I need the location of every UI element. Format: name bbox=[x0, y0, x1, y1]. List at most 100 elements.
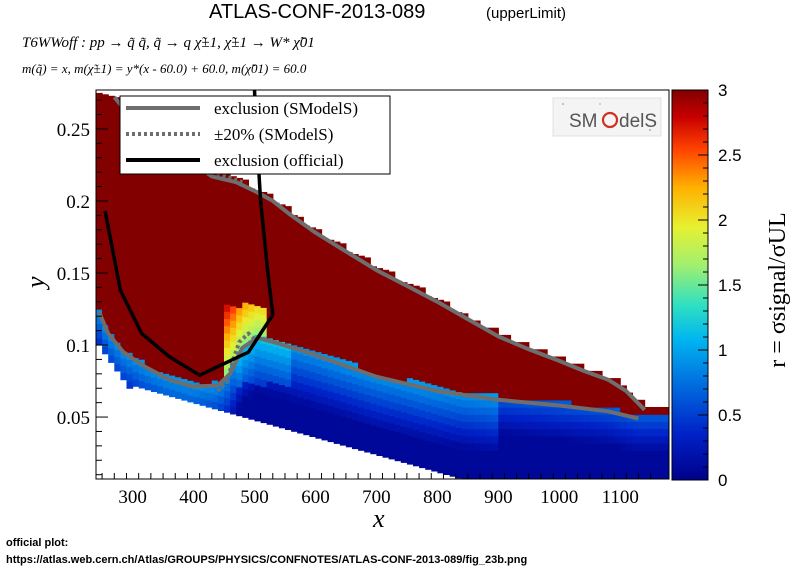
heatmap-cell bbox=[114, 334, 121, 343]
heatmap-cell bbox=[193, 245, 201, 253]
heatmap-cell bbox=[400, 419, 408, 427]
heatmap-cell bbox=[455, 348, 463, 356]
heatmap-cell bbox=[108, 189, 115, 198]
heatmap-cell bbox=[504, 457, 512, 466]
heatmap-cell bbox=[138, 251, 146, 259]
heatmap-cell bbox=[419, 460, 426, 469]
heatmap-cell bbox=[272, 231, 280, 240]
heatmap-cell bbox=[425, 375, 432, 384]
heatmap-cell bbox=[230, 399, 237, 408]
heatmap-cell bbox=[96, 179, 103, 188]
heatmap-cell bbox=[419, 424, 426, 433]
heatmap-cell bbox=[449, 346, 457, 355]
heatmap-cell bbox=[254, 197, 262, 206]
heatmap-cell bbox=[163, 186, 170, 194]
heatmap-cell bbox=[266, 395, 274, 404]
heatmap-cell bbox=[339, 365, 347, 374]
heatmap-cell bbox=[217, 223, 225, 231]
heatmap-cell bbox=[352, 362, 359, 370]
heatmap-cell bbox=[425, 426, 432, 434]
heatmap-cell bbox=[400, 325, 408, 334]
heatmap-cell bbox=[553, 392, 560, 401]
heatmap-cell bbox=[217, 266, 225, 275]
heatmap-cell bbox=[217, 352, 225, 361]
heatmap-cell bbox=[498, 392, 505, 401]
heatmap-cell bbox=[132, 271, 140, 279]
heatmap-cell bbox=[230, 262, 237, 271]
heatmap-cell bbox=[285, 227, 292, 236]
heatmap-cell bbox=[254, 276, 262, 285]
heatmap-cell bbox=[522, 349, 530, 358]
heatmap-cell bbox=[419, 316, 426, 324]
heatmap-cell bbox=[285, 220, 292, 229]
heatmap-cell bbox=[248, 231, 256, 240]
heatmap-cell bbox=[455, 456, 463, 464]
heatmap-cell bbox=[138, 171, 146, 180]
heatmap-cell bbox=[230, 233, 237, 242]
heatmap-cell bbox=[126, 172, 134, 180]
heatmap-cell bbox=[126, 273, 134, 281]
heatmap-cell bbox=[150, 312, 158, 320]
heatmap-cell bbox=[467, 378, 475, 386]
legend: exclusion (SModelS) ±20% (SModelS) exclu… bbox=[119, 95, 391, 175]
heatmap-cell bbox=[473, 414, 481, 422]
heatmap-cell bbox=[486, 421, 493, 430]
heatmap-cell bbox=[601, 392, 609, 401]
heatmap-cell bbox=[516, 464, 524, 473]
heatmap-cell bbox=[163, 337, 170, 345]
process-line: T6WWoff : pp → q̃ q̃, q̃ → q χ̃±1, χ̃±1 … bbox=[22, 35, 315, 51]
heatmap-cell bbox=[138, 366, 146, 375]
heatmap-cell bbox=[285, 271, 292, 279]
heatmap-cell bbox=[327, 319, 335, 327]
heatmap-cell bbox=[272, 238, 280, 247]
heatmap-cell bbox=[443, 416, 451, 425]
heatmap-cell bbox=[571, 421, 579, 430]
heatmap-cell bbox=[217, 237, 225, 246]
heatmap-cell bbox=[217, 201, 225, 210]
heatmap-cell bbox=[406, 428, 414, 436]
heatmap-cell bbox=[230, 305, 237, 314]
heatmap-cell bbox=[181, 356, 188, 365]
heatmap-cell bbox=[248, 361, 256, 370]
heatmap-cell bbox=[571, 378, 579, 386]
heatmap-cell bbox=[114, 126, 121, 134]
heatmap-cell bbox=[217, 288, 225, 296]
heatmap-cell bbox=[431, 362, 438, 371]
heatmap-cell bbox=[443, 431, 451, 439]
heatmap-cell bbox=[126, 258, 134, 267]
heatmap-cell bbox=[96, 121, 103, 130]
heatmap-cell bbox=[492, 443, 499, 451]
heatmap-cell bbox=[504, 349, 512, 358]
heatmap-cell bbox=[498, 471, 505, 479]
footer-source-url[interactable]: https://atlas.web.cern.ch/Atlas/GROUPS/P… bbox=[6, 554, 528, 566]
heatmap-cell bbox=[236, 372, 243, 381]
heatmap-cell bbox=[431, 420, 438, 429]
heatmap-cell bbox=[614, 392, 621, 401]
heatmap-cell bbox=[224, 347, 231, 356]
heatmap-cell bbox=[345, 345, 353, 354]
heatmap-cell bbox=[345, 302, 353, 311]
heatmap-cell bbox=[248, 318, 256, 326]
chart-title: ATLAS-CONF-2013-089 bbox=[209, 1, 425, 23]
heatmap-cell bbox=[199, 261, 207, 269]
heatmap-cell bbox=[150, 240, 158, 248]
heatmap-cell bbox=[522, 443, 530, 451]
heatmap-cell bbox=[260, 300, 268, 308]
heatmap-cell bbox=[96, 287, 103, 296]
heatmap-cell bbox=[126, 186, 134, 195]
heatmap-cell bbox=[211, 329, 219, 338]
heatmap-cell bbox=[358, 327, 365, 336]
heatmap-cell bbox=[577, 435, 585, 444]
heatmap-cell bbox=[242, 345, 249, 354]
heatmap-cell bbox=[461, 428, 469, 437]
heatmap-cell bbox=[175, 211, 182, 219]
heatmap-cell bbox=[370, 352, 377, 361]
heatmap-cell bbox=[370, 280, 377, 289]
heatmap-cell bbox=[522, 428, 530, 437]
heatmap-cell bbox=[217, 259, 225, 267]
heatmap-cell bbox=[291, 222, 298, 231]
heatmap-cell bbox=[108, 261, 115, 270]
heatmap-cell bbox=[455, 362, 463, 371]
heatmap-cell bbox=[510, 399, 518, 408]
heatmap-cell bbox=[486, 471, 493, 479]
